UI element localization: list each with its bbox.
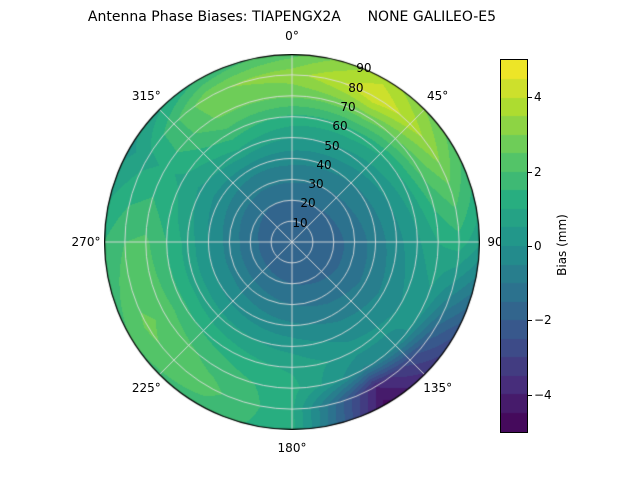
- angular-tick-label: 270°: [71, 235, 101, 249]
- colorbar-tick-mark: [528, 320, 532, 322]
- colorbar-tick-label: −2: [534, 313, 552, 328]
- radial-tick-label: 70: [340, 99, 356, 114]
- colorbar-tick-label: 0: [534, 239, 542, 253]
- angular-tick-label: 135°: [423, 380, 453, 395]
- radial-tick-label: 90: [356, 61, 372, 76]
- colorbar-tick-label: 4: [534, 90, 542, 105]
- radial-tick-label: 30: [308, 177, 324, 192]
- polar-heatmap: [104, 54, 480, 430]
- radial-tick-label: 40: [316, 157, 332, 172]
- radial-tick-label: 80: [348, 80, 364, 95]
- colorbar-tick-mark: [528, 246, 532, 247]
- colorbar-tick-label: −4: [534, 387, 552, 402]
- radial-tick-label: 60: [332, 119, 348, 134]
- colorbar-axis-label: Bias (mm): [555, 214, 569, 276]
- radial-tick-label: 10: [292, 215, 308, 230]
- colorbar-tick-label: 2: [534, 164, 542, 179]
- angular-tick-label: 180°: [277, 441, 307, 455]
- colorbar: [500, 59, 528, 433]
- colorbar-tick-mark: [528, 97, 532, 99]
- angular-tick-label: 225°: [131, 380, 161, 395]
- angular-tick-label: 45°: [427, 89, 449, 104]
- angular-tick-label: 0°: [285, 29, 299, 43]
- chart-title: Antenna Phase Biases: TIAPENGX2A NONE GA…: [87, 9, 497, 25]
- angular-tick-label: 315°: [131, 89, 161, 104]
- radial-tick-label: 50: [324, 138, 340, 153]
- radial-tick-label: 20: [300, 196, 316, 211]
- colorbar-tick-mark: [528, 171, 532, 173]
- colorbar-tick-mark: [528, 394, 532, 396]
